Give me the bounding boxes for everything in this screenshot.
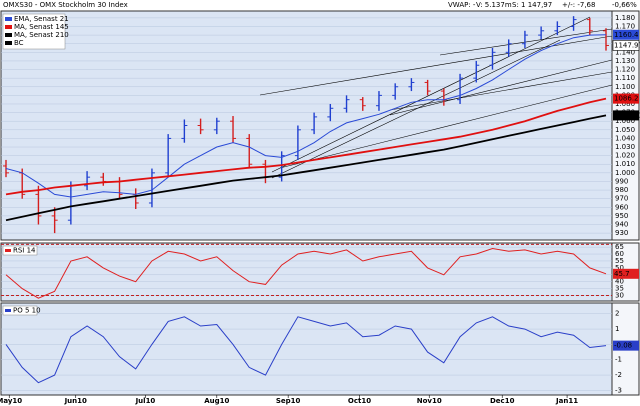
legend-box [2, 13, 66, 50]
y-tick-label: 980 [615, 186, 628, 194]
value-tag [613, 340, 639, 351]
legend-swatch [5, 249, 11, 252]
trend-line [271, 39, 561, 179]
y-tick-label: 1.060 [615, 117, 635, 125]
legend-box [2, 245, 38, 256]
trend-line [389, 59, 613, 116]
trend-line [389, 71, 613, 111]
y-tick-label: 1.020 [615, 152, 635, 160]
y-tick-label: 960 [615, 203, 628, 211]
legend-swatch [5, 25, 12, 29]
panel [0, 10, 613, 241]
y-tick-label: -3 [615, 386, 622, 394]
trend-line [271, 16, 591, 173]
legend-swatch [5, 41, 12, 45]
chart-title: OMXS30 - OMX Stockholm 30 Index [3, 1, 128, 9]
y-tick-label: 40 [615, 278, 624, 286]
x-tick-label: Nov10 [417, 397, 442, 405]
value-tag-label: 1066.71 [614, 111, 640, 119]
y-tick-label: 1.050 [615, 126, 635, 134]
y-tick-label: 1.180 [615, 14, 635, 22]
value-tag [613, 29, 639, 40]
stat: V: 5.137m [476, 1, 512, 9]
y-tick-label: 1.110 [615, 74, 635, 82]
y-tick-label: 1.130 [615, 57, 635, 65]
y-tick-label: 2 [615, 310, 619, 318]
stat: -0,66% [612, 1, 637, 9]
value-tag [612, 40, 640, 51]
x-tick-label: Aug10 [204, 397, 229, 405]
legend-label: RSI 14 [13, 247, 36, 255]
legend-swatch [5, 33, 12, 37]
series-line [5, 247, 607, 299]
y-tick-label: 1.100 [615, 83, 635, 91]
value-tag-label: 1160.4 [614, 31, 639, 39]
legend-label: MA, Senast 210 [14, 31, 69, 39]
value-tag [613, 110, 639, 121]
y-tick-label: 1.120 [615, 66, 635, 74]
x-tick-label: Oct10 [348, 397, 371, 405]
trend-line [439, 28, 613, 56]
value-tag-label: 1086.2 [614, 95, 639, 103]
x-tick-label: Dec10 [490, 397, 515, 405]
legend-box [2, 305, 38, 316]
legend-swatch [5, 17, 12, 21]
series-line [5, 114, 607, 222]
y-tick-label: 990 [615, 177, 628, 185]
legend-label: MA, Senast 145 [14, 23, 69, 31]
series-line [5, 34, 607, 198]
x-tick-label: May10 [0, 397, 22, 405]
y-tick-label: 1.170 [615, 22, 635, 30]
legend-label: PO 5 10 [13, 307, 41, 315]
stat: S: 1 147,97 [512, 1, 552, 9]
x-tick-label: Jan11 [555, 397, 578, 405]
value-tag [613, 268, 639, 279]
y-tick-label: 1.140 [615, 48, 635, 56]
panel [0, 302, 613, 396]
series-line [5, 97, 607, 196]
y-tick-label: 1.010 [615, 160, 635, 168]
legend-label: BC [14, 39, 24, 47]
y-tick-label: 950 [615, 212, 628, 220]
y-tick-label: 35 [615, 285, 624, 293]
y-tick-label: 1.000 [615, 169, 635, 177]
panel [0, 242, 613, 302]
value-tag-label: 45.7 [614, 270, 630, 278]
y-tick-label: 65 [615, 243, 624, 251]
y-tick-label: 940 [615, 221, 628, 229]
y-tick-label: 50 [615, 264, 624, 272]
y-tick-label: 970 [615, 195, 628, 203]
value-tag-label: -0.08 [614, 342, 632, 350]
stat: +/-: -7,68 [562, 1, 595, 9]
y-tick-label: -2 [615, 371, 622, 379]
y-tick-label: 55 [615, 257, 624, 265]
legend-swatch [5, 309, 11, 312]
y-tick-label: -1 [615, 356, 622, 364]
y-tick-label: 1 [615, 325, 619, 333]
y-tick-label: 30 [615, 291, 624, 299]
x-tick-label: Jul10 [135, 397, 156, 405]
value-tag [613, 93, 639, 104]
x-tick-label: Sep10 [276, 397, 301, 405]
y-tick-label: 60 [615, 250, 624, 258]
stat: VWAP: - [448, 1, 476, 9]
y-tick-label: 1.040 [615, 134, 635, 142]
x-tick-label: Jun10 [64, 397, 87, 405]
series-line [5, 316, 607, 384]
trend-line [279, 84, 613, 169]
legend-label: EMA, Senast 21 [14, 15, 69, 23]
y-tick-label: 1.080 [615, 100, 635, 108]
y-tick-label: 930 [615, 229, 628, 237]
y-tick-label: 1.030 [615, 143, 635, 151]
value-tag-label: 1147.97 [614, 41, 640, 49]
